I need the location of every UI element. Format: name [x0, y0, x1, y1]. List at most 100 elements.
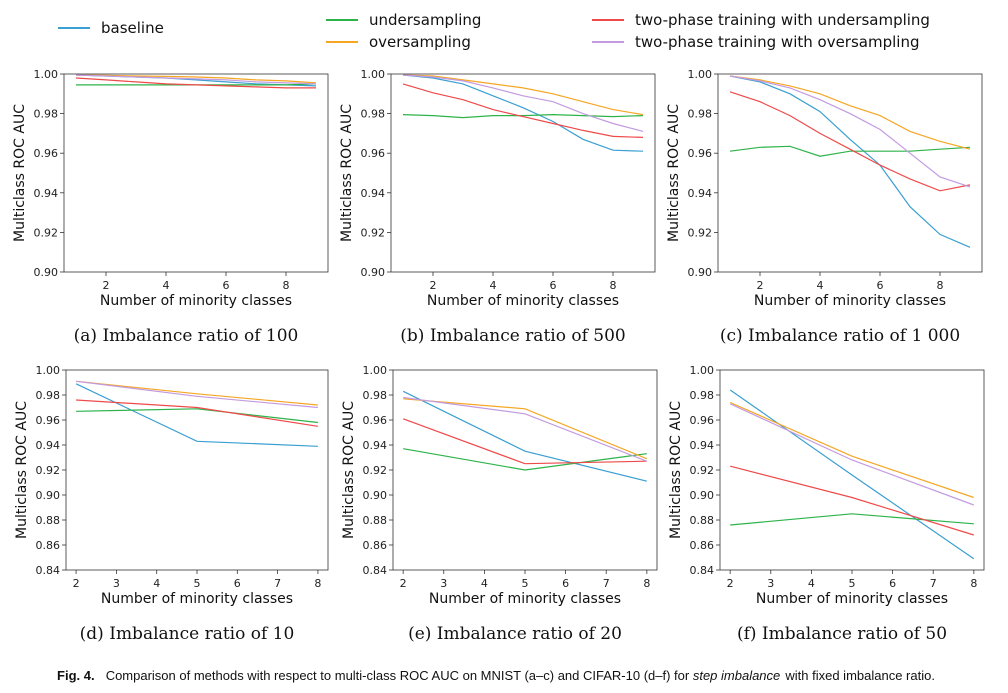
x-tick-label: 6 [562, 577, 569, 590]
series-line [403, 396, 648, 462]
series-line [75, 383, 318, 447]
series-line [402, 83, 644, 138]
series-line [75, 74, 317, 85]
series-line [403, 398, 648, 460]
x-tick-label: 4 [817, 279, 824, 292]
y-tick-label: 0.84 [690, 564, 715, 577]
y-tick-label: 0.88 [363, 514, 388, 527]
y-tick-label: 0.96 [34, 147, 59, 160]
x-tick-label: 5 [194, 577, 201, 590]
plot-frame [63, 73, 329, 273]
series-line [730, 465, 974, 536]
y-tick-label: 0.86 [36, 539, 61, 552]
x-tick-label: 3 [440, 577, 447, 590]
y-tick-label: 0.92 [36, 464, 61, 477]
y-tick-label: 1.00 [361, 68, 386, 81]
y-tick-label: 0.98 [688, 108, 713, 121]
caption-text: Comparison of methods with respect to mu… [106, 668, 693, 683]
x-tick-label: 2 [757, 279, 764, 292]
y-tick-label: 1.00 [34, 68, 59, 81]
x-tick-label: 6 [234, 577, 241, 590]
x-tick-label: 2 [430, 279, 437, 292]
series-line [729, 389, 975, 560]
x-tick-label: 4 [490, 279, 497, 292]
series-line [729, 145, 971, 157]
panel-subtitle: (c) Imbalance ratio of 1 000 [720, 326, 960, 346]
x-tick-label: 6 [889, 577, 896, 590]
y-tick-label: 1.00 [688, 68, 713, 81]
x-tick-label: 2 [727, 577, 734, 590]
y-tick-label: 0.90 [361, 266, 386, 279]
series-line [402, 74, 644, 116]
series-line [403, 448, 647, 471]
figure-caption: Fig. 4. Comparison of methods with respe… [57, 665, 935, 684]
x-tick-label: 3 [767, 577, 774, 590]
y-tick-label: 0.98 [361, 108, 386, 121]
caption-italic: step imbalance [693, 668, 780, 683]
panel-subtitle: (a) Imbalance ratio of 100 [74, 326, 299, 346]
series-line [76, 408, 318, 424]
x-tick-label: 4 [808, 577, 815, 590]
y-tick-label: 0.84 [363, 564, 388, 577]
series-line [729, 91, 971, 192]
series-line [729, 75, 971, 248]
panel-subtitle: (f) Imbalance ratio of 50 [737, 624, 947, 644]
chart-panel: 0.84 0.86 0.88 0.90 0.92 0.94 0.96 0.98 1.00 2 3 4 5… [14, 364, 329, 644]
x-tick-label: 5 [522, 577, 529, 590]
y-tick-label: 1.00 [690, 364, 715, 377]
y-tick-label: 0.98 [34, 108, 59, 121]
x-tick-label: 2 [103, 279, 110, 292]
plot-frame [719, 369, 985, 571]
x-axis-label: Number of minority classes [100, 293, 292, 309]
x-tick-label: 6 [550, 279, 557, 292]
y-tick-label: 0.90 [690, 489, 715, 502]
x-axis-label: Number of minority classes [427, 293, 619, 309]
x-axis-label: Number of minority classes [101, 591, 293, 607]
x-axis-label: Number of minority classes [756, 591, 948, 607]
y-tick-label: 0.96 [363, 414, 388, 427]
panel-subtitle: (b) Imbalance ratio of 500 [400, 326, 625, 346]
series-line [75, 74, 317, 84]
y-tick-label: 0.98 [36, 389, 61, 402]
panel-subtitle: (d) Imbalance ratio of 10 [80, 624, 295, 644]
x-tick-label: 7 [603, 577, 610, 590]
caption-text-end: with fixed imbalance ratio. [784, 668, 935, 683]
y-tick-label: 0.88 [36, 514, 61, 527]
y-axis-label: Multiclass ROC AUC [341, 401, 357, 539]
series-line [729, 403, 975, 506]
y-tick-label: 0.94 [36, 439, 61, 452]
x-tick-label: 6 [223, 279, 230, 292]
x-tick-label: 8 [610, 279, 617, 292]
x-tick-label: 4 [481, 577, 488, 590]
legend-label: two-phase training with oversampling [635, 33, 919, 51]
y-tick-label: 0.96 [361, 147, 386, 160]
legend-label: baseline [101, 19, 164, 37]
panel-subtitle: (e) Imbalance ratio of 20 [408, 624, 622, 644]
y-tick-label: 0.96 [690, 414, 715, 427]
x-tick-label: 8 [937, 279, 944, 292]
plot-frame [390, 73, 656, 273]
legend-label: oversampling [369, 33, 471, 51]
y-axis-label: Multiclass ROC AUC [14, 401, 30, 539]
y-tick-label: 0.94 [363, 439, 388, 452]
y-axis-label: Multiclass ROC AUC [12, 104, 28, 242]
y-tick-label: 0.92 [363, 464, 388, 477]
y-tick-label: 0.92 [690, 464, 715, 477]
x-tick-label: 8 [970, 577, 977, 590]
y-tick-label: 0.90 [34, 266, 59, 279]
x-tick-label: 7 [274, 577, 281, 590]
series-line [402, 74, 644, 132]
y-tick-label: 0.92 [361, 226, 386, 239]
chart-panel: 0.84 0.86 0.88 0.90 0.92 0.94 0.96 0.98 1.00 2 3 4 5… [341, 364, 658, 644]
x-tick-label: 2 [73, 577, 80, 590]
series-line [76, 380, 318, 409]
series-line [76, 380, 318, 406]
y-tick-label: 0.86 [363, 539, 388, 552]
y-tick-label: 0.86 [690, 539, 715, 552]
x-axis-label: Number of minority classes [429, 591, 621, 607]
y-tick-label: 0.94 [34, 187, 59, 200]
